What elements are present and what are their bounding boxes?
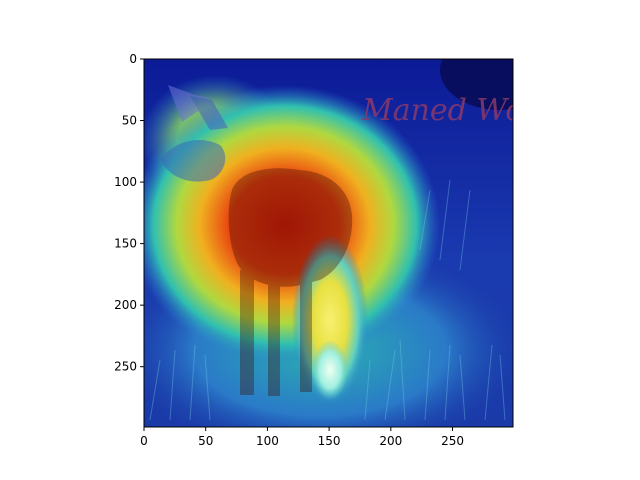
y-axis: 0 50 100 150 200 250 — [114, 52, 144, 374]
grass-texture — [149, 179, 506, 421]
x-axis: 0 50 100 150 200 250 — [140, 427, 464, 448]
axes-frame — [143, 58, 514, 428]
x-tick-label: 0 — [140, 434, 148, 448]
watermark-text: Maned Wolf — [361, 93, 549, 128]
heatmap-image: Maned Wolf — [144, 59, 549, 427]
x-tick-label: 150 — [318, 434, 341, 448]
x-tick-label: 250 — [441, 434, 464, 448]
y-tick-label: 100 — [114, 175, 137, 189]
y-tick-label: 250 — [114, 360, 137, 374]
y-tick-label: 150 — [114, 237, 137, 251]
x-tick-label: 50 — [198, 434, 213, 448]
y-tick-label: 50 — [122, 114, 137, 128]
x-tick-label: 100 — [256, 434, 279, 448]
wolf-head — [160, 85, 228, 182]
wolf-silhouette — [228, 168, 353, 396]
y-tick-label: 0 — [129, 52, 137, 66]
y-tick-label: 200 — [114, 298, 137, 312]
x-tick-label: 200 — [379, 434, 402, 448]
